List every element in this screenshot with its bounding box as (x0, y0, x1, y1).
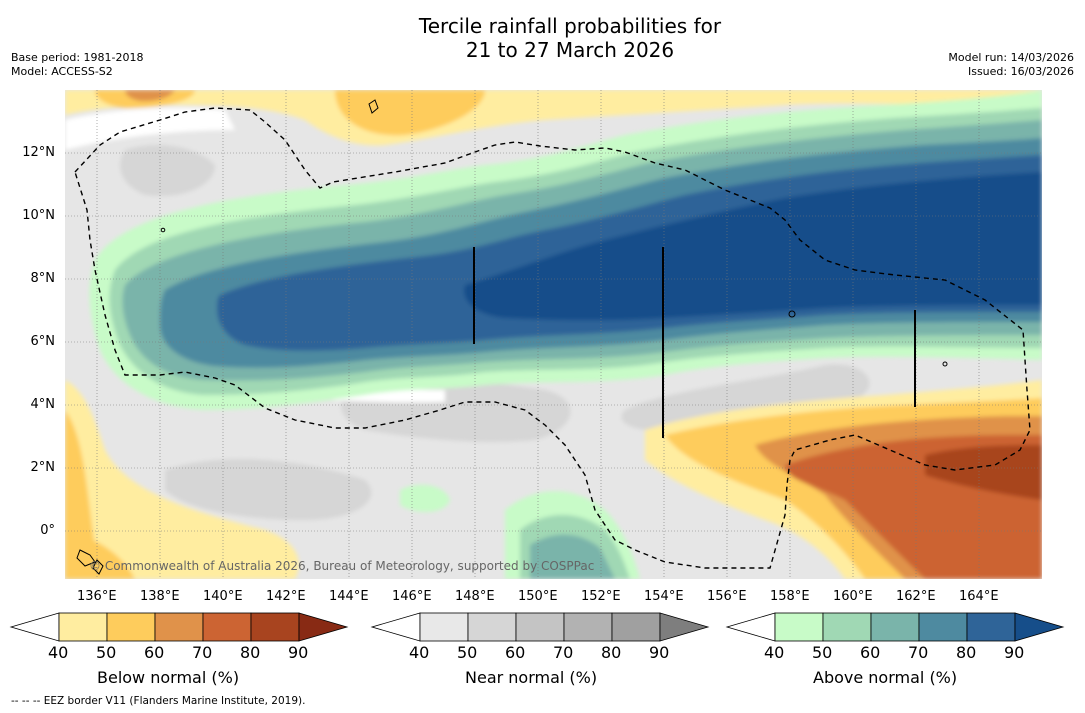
colorbar-swatch (563, 612, 613, 642)
colorbar-swatch (467, 612, 517, 642)
colorbar-title-above-normal: Above normal (%) (813, 668, 958, 687)
colorbar-swatch (1014, 612, 1065, 642)
below-normal-ne-50 (715, 90, 1042, 102)
rainfall-probability-map: © Commonwealth of Australia 2026, Bureau… (65, 90, 1042, 579)
lat-tick: 4°N (30, 397, 56, 412)
colorbar-above-normal (725, 612, 1065, 642)
meta-left: Base period: 1981-2018 Model: ACCESS-S2 (11, 51, 143, 79)
lat-tick: 8°N (30, 271, 56, 286)
lon-tick: 146°E (392, 589, 432, 604)
lon-tick: 154°E (644, 589, 684, 604)
colorbar-tick: 90 (1004, 643, 1025, 662)
lon-tick: 160°E (833, 589, 873, 604)
lon-tick: 142°E (266, 589, 306, 604)
below-normal-west-60 (65, 530, 135, 579)
near-normal-patch (165, 459, 372, 520)
lat-tick: 6°N (30, 334, 56, 349)
colorbar-swatch (298, 612, 349, 642)
above-normal-band-core (464, 172, 1042, 321)
colorbar-title-near-normal: Near normal (%) (465, 668, 598, 687)
model-name: Model: ACCESS-S2 (11, 65, 113, 78)
above-normal-south-70 (530, 534, 615, 579)
model-run: Model run: 14/03/2026 (948, 51, 1074, 64)
colorbar-tick: 60 (144, 643, 165, 662)
colorbar-tick: 50 (457, 643, 478, 662)
colorbar-tick: 40 (48, 643, 69, 662)
near-normal-patch (120, 145, 215, 196)
meta-right: Model run: 14/03/2026 Issued: 16/03/2026 (948, 51, 1074, 79)
colorbar-tick: 50 (96, 643, 117, 662)
lon-tick: 162°E (896, 589, 936, 604)
colorbar-swatch (370, 612, 421, 642)
colorbar-swatch (419, 612, 469, 642)
lat-tick: 12°N (22, 145, 55, 160)
colorbar-title-below-normal: Below normal (%) (97, 668, 240, 687)
colorbar-near-normal (370, 612, 710, 642)
colorbar-tick: 90 (288, 643, 309, 662)
lon-tick: 140°E (203, 589, 243, 604)
colorbar-tick: 50 (812, 643, 833, 662)
lon-tick: 136°E (77, 589, 117, 604)
lat-tick: 0° (40, 523, 55, 538)
colorbar-below-normal (9, 612, 349, 642)
title-line-2: 21 to 27 March 2026 (465, 38, 675, 62)
lon-tick: 148°E (455, 589, 495, 604)
colorbar-tick: 40 (764, 643, 785, 662)
colorbar-tick: 40 (409, 643, 430, 662)
below-normal-west-50 (65, 380, 299, 579)
colorbar-tick: 60 (860, 643, 881, 662)
copyright-notice: © Commonwealth of Australia 2026, Bureau… (89, 559, 594, 573)
colorbar-tick: 70 (908, 643, 929, 662)
lon-tick: 150°E (518, 589, 558, 604)
below-normal-nw-50 (65, 90, 1042, 146)
base-period: Base period: 1981-2018 (11, 51, 144, 64)
lon-tick: 138°E (140, 589, 180, 604)
colorbar-tick: 80 (240, 643, 261, 662)
issued-date: Issued: 16/03/2026 (967, 65, 1074, 78)
colorbar-tick: 80 (956, 643, 977, 662)
colorbar-swatch (515, 612, 565, 642)
lon-tick: 144°E (329, 589, 369, 604)
above-normal-pocket (400, 484, 450, 512)
colorbar-swatch (966, 612, 1016, 642)
colorbar-swatch (870, 612, 920, 642)
below-normal-nw-70 (125, 90, 175, 102)
eez-footnote: -- -- -- EEZ border V11 (Flanders Marine… (11, 695, 306, 707)
colorbar-tick: 60 (505, 643, 526, 662)
colorbar-swatch (9, 612, 60, 642)
colorbars (9, 612, 1065, 642)
colorbar-swatch (611, 612, 661, 642)
below-normal-se-90 (925, 445, 1042, 500)
colorbar-swatch (822, 612, 872, 642)
island-chain-lines (473, 247, 916, 438)
near-normal-patch (621, 364, 870, 432)
colorbar-swatch (154, 612, 204, 642)
gridlines (65, 90, 1042, 579)
title-line-1: Tercile rainfall probabilities for (418, 14, 722, 38)
colorbar-tick: 80 (601, 643, 622, 662)
colorbar-swatch (659, 612, 710, 642)
lon-tick: 152°E (581, 589, 621, 604)
lon-tick: 156°E (707, 589, 747, 604)
lat-tick: 10°N (22, 208, 55, 223)
colorbar-swatch (725, 612, 776, 642)
colorbar-swatch (918, 612, 968, 642)
lon-tick: 164°E (959, 589, 999, 604)
colorbar-swatch (106, 612, 156, 642)
colorbar-tick: 90 (649, 643, 670, 662)
colorbar-swatch (202, 612, 252, 642)
map-title: Tercile rainfall probabilities for 21 to… (0, 14, 1085, 62)
lon-tick: 158°E (770, 589, 810, 604)
colorbar-swatch (250, 612, 300, 642)
colorbar-tick: 70 (553, 643, 574, 662)
colorbar-swatch (58, 612, 108, 642)
colorbar-tick: 70 (192, 643, 213, 662)
islands (76, 99, 948, 575)
lat-tick: 2°N (30, 460, 56, 475)
colorbar-swatch (774, 612, 824, 642)
